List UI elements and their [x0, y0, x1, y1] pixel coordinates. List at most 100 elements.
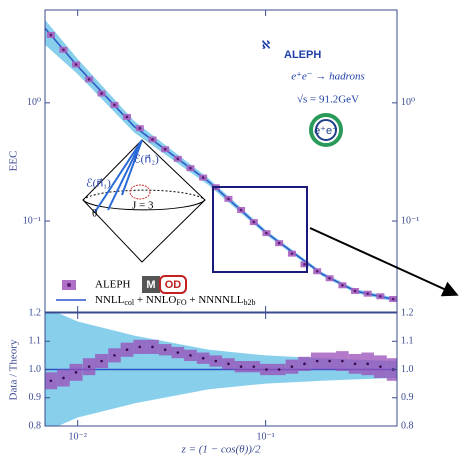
ratio-dot — [151, 345, 154, 349]
ratio-dot — [214, 359, 218, 363]
y-tick-label: 1.2 — [401, 307, 414, 318]
y-tick-label: 0.9 — [401, 392, 414, 403]
y-tick-label: 10⁻¹ — [401, 215, 419, 226]
inset-label: ℰ(n⃗₂) — [134, 154, 159, 166]
inset-diagram — [82, 139, 206, 263]
y-tick-label: 10⁰ — [401, 97, 415, 108]
theory-line — [45, 27, 397, 301]
data-marker-dot — [239, 208, 243, 212]
y-tick-label: 1.2 — [29, 307, 42, 318]
ratio-dot — [379, 365, 382, 368]
legend-label-part: b2b — [244, 298, 256, 307]
badge-box — [142, 276, 160, 293]
data-marker-dot — [201, 176, 205, 179]
ratio-dot — [189, 354, 192, 357]
ratio-dot — [100, 359, 103, 363]
legend-label-part: FO — [176, 298, 186, 307]
y-tick-label: 1.0 — [401, 364, 414, 375]
ratio-dot — [366, 362, 369, 366]
x-axis-label: z = (1 − cos(θ))/2 — [181, 444, 261, 456]
data-marker-dot — [277, 241, 281, 245]
ratio-dot — [138, 345, 142, 349]
ratio-dot — [176, 351, 180, 354]
ratio-dot — [277, 368, 281, 371]
ratio-dot — [328, 359, 331, 363]
data-marker-dot — [125, 115, 129, 119]
legend-label: ALEPH — [95, 279, 131, 291]
badge-box — [159, 275, 187, 294]
ratio-plot-area — [45, 313, 397, 426]
ratio-dot — [353, 362, 357, 366]
data-marker-dot — [341, 283, 344, 287]
data-marker-dot — [379, 294, 382, 298]
inset-label: J = 3 — [132, 200, 154, 212]
inset-jet — [129, 184, 151, 200]
legend-label: NNLLcol + NNLOFO + NNNNLLb2b — [95, 294, 256, 307]
data-marker-dot — [290, 252, 294, 255]
data-marker-dot — [315, 269, 319, 273]
x-tick-label: 10⁻² — [69, 431, 87, 442]
y-tick-label: 10⁰ — [27, 97, 41, 108]
logo-text: ALEPH — [284, 49, 321, 61]
ratio-dot — [201, 356, 205, 360]
data-marker-dot — [366, 292, 369, 295]
data-marker-dot — [391, 297, 395, 301]
y-axis-label: Data / Theory — [8, 339, 20, 400]
y-axis-label: EEC — [8, 151, 20, 172]
inset-diamond — [82, 139, 206, 263]
zoom-box — [212, 186, 308, 273]
ratio-dot — [62, 376, 65, 380]
data-marker-dot — [74, 63, 78, 66]
ratio-dot — [303, 362, 306, 366]
legend-marker-dot — [67, 283, 71, 287]
theory-band — [45, 19, 397, 303]
inset-rays — [94, 139, 143, 213]
process: e⁺e⁻ → hadrons — [291, 71, 365, 83]
ratio-dot — [49, 379, 53, 383]
legend-label-part: + NNNNLL — [187, 294, 244, 306]
data-marker-dot — [328, 276, 331, 280]
badge-ring — [309, 113, 343, 147]
data-marker-dot — [62, 48, 65, 52]
y-tick-label: 1.0 — [29, 364, 42, 375]
logo-symbol: ℵ — [262, 40, 271, 52]
ratio-dot — [290, 365, 294, 368]
energy: √s = 91.2GeV — [297, 94, 359, 106]
data-marker-dot — [176, 157, 180, 161]
y-tick-label: 1.1 — [401, 336, 414, 347]
ratio-dot — [87, 365, 91, 368]
data-marker-dot — [353, 289, 357, 293]
ratio-dot — [341, 359, 344, 363]
ratio-dot — [239, 365, 243, 368]
y-tick-label: 0.8 — [29, 420, 42, 431]
top-plot-area — [45, 19, 397, 303]
data-marker-dot — [100, 92, 103, 95]
ratio-dot — [125, 348, 129, 352]
ratio-dot — [315, 359, 319, 363]
data-marker-dot — [151, 138, 154, 141]
badge-letter: M — [146, 279, 155, 291]
x-tick-label: 10⁻¹ — [256, 431, 274, 442]
badge-core — [315, 119, 337, 141]
zoom-arrow — [309, 227, 459, 297]
legend: ALEPH M OD NNLLcol + NNLOFO + NNNNLLb2b — [56, 275, 256, 307]
data-marker-dot — [265, 231, 268, 235]
y-tick-label: 0.9 — [29, 392, 42, 403]
data-marker-dot — [303, 263, 306, 266]
inset-ellipse-front — [82, 199, 206, 211]
ratio-dot — [265, 368, 268, 371]
badge-text: e⁺e⁻ — [314, 125, 338, 137]
data-marker-dot — [113, 103, 116, 107]
top-frame — [44, 9, 398, 313]
data-marker-dot — [252, 220, 256, 224]
data-marker-dot — [49, 33, 53, 37]
ratio-dot — [163, 348, 167, 352]
y-tick-label: 0.8 — [401, 420, 414, 431]
legend-label-part: + NNLO — [134, 294, 176, 306]
ratio-dot — [252, 365, 256, 368]
data-marker-dot — [87, 78, 91, 81]
data-marker-dot — [227, 197, 230, 201]
inset-label: θ — [92, 208, 97, 220]
legend-label-part: NNLL — [95, 294, 125, 306]
